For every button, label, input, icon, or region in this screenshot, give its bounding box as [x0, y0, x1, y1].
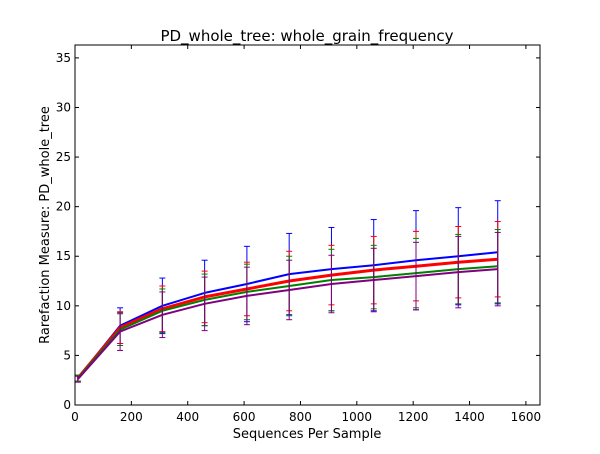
series-3 — [75, 229, 501, 381]
x-tick-label: 800 — [289, 410, 312, 424]
x-tick-label: 1600 — [511, 410, 542, 424]
series-4 — [75, 232, 501, 382]
y-tick-label: 5 — [63, 348, 71, 362]
x-tick-label: 200 — [120, 410, 143, 424]
chart-title: PD_whole_tree: whole_grain_frequency — [160, 27, 453, 46]
y-tick-label: 30 — [56, 100, 71, 114]
plot-frame — [75, 45, 540, 405]
x-axis-label: Sequences Per Sample — [233, 427, 382, 442]
y-tick-label: 35 — [56, 51, 71, 65]
plot-marks — [75, 201, 501, 382]
x-tick-label: 600 — [233, 410, 256, 424]
x-tick-label: 1200 — [398, 410, 429, 424]
y-tick-label: 0 — [63, 398, 71, 412]
y-axis-label: Rarefaction Measure: PD_whole_tree — [38, 106, 53, 344]
x-tick-label: 0 — [71, 410, 79, 424]
y-tick-label: 25 — [56, 150, 71, 164]
series-line — [78, 266, 498, 378]
y-tick-label: 20 — [56, 200, 71, 214]
series-line — [78, 259, 498, 378]
y-tick-label: 15 — [56, 249, 71, 263]
axis-ticks: 0 200 400 600 800 1000 1200 1400 1600 0 5 10 15 20 25 3… — [56, 45, 541, 424]
x-tick-label: 1400 — [454, 410, 485, 424]
y-tick-label: 10 — [56, 299, 71, 313]
series-2 — [75, 222, 501, 382]
x-tick-label: 400 — [176, 410, 199, 424]
x-tick-label: 1000 — [342, 410, 373, 424]
